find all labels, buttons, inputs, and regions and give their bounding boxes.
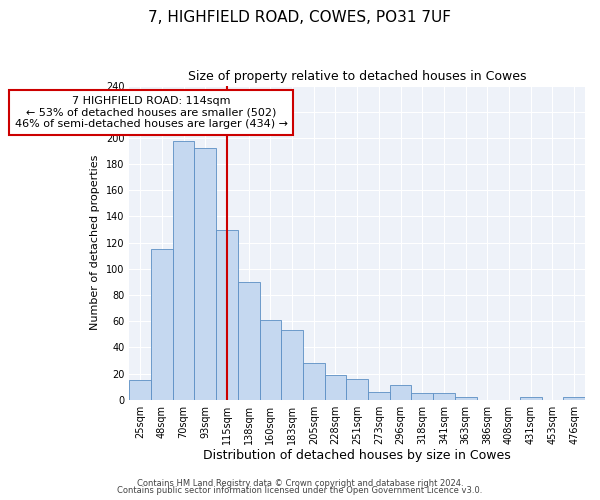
- Text: Contains HM Land Registry data © Crown copyright and database right 2024.: Contains HM Land Registry data © Crown c…: [137, 478, 463, 488]
- Y-axis label: Number of detached properties: Number of detached properties: [91, 155, 100, 330]
- Bar: [455, 397, 476, 400]
- Bar: [216, 230, 238, 400]
- Title: Size of property relative to detached houses in Cowes: Size of property relative to detached ho…: [188, 70, 526, 83]
- Bar: [130, 380, 151, 400]
- X-axis label: Distribution of detached houses by size in Cowes: Distribution of detached houses by size …: [203, 450, 511, 462]
- Bar: [260, 320, 281, 400]
- Bar: [563, 397, 585, 400]
- Text: 7 HIGHFIELD ROAD: 114sqm
← 53% of detached houses are smaller (502)
46% of semi-: 7 HIGHFIELD ROAD: 114sqm ← 53% of detach…: [14, 96, 287, 129]
- Bar: [325, 375, 346, 400]
- Bar: [151, 249, 173, 400]
- Text: Contains public sector information licensed under the Open Government Licence v3: Contains public sector information licen…: [118, 486, 482, 495]
- Bar: [390, 386, 412, 400]
- Bar: [520, 397, 542, 400]
- Text: 7, HIGHFIELD ROAD, COWES, PO31 7UF: 7, HIGHFIELD ROAD, COWES, PO31 7UF: [149, 10, 452, 25]
- Bar: [303, 363, 325, 400]
- Bar: [238, 282, 260, 400]
- Bar: [281, 330, 303, 400]
- Bar: [173, 140, 194, 400]
- Bar: [346, 379, 368, 400]
- Bar: [412, 393, 433, 400]
- Bar: [433, 393, 455, 400]
- Bar: [194, 148, 216, 400]
- Bar: [368, 392, 390, 400]
